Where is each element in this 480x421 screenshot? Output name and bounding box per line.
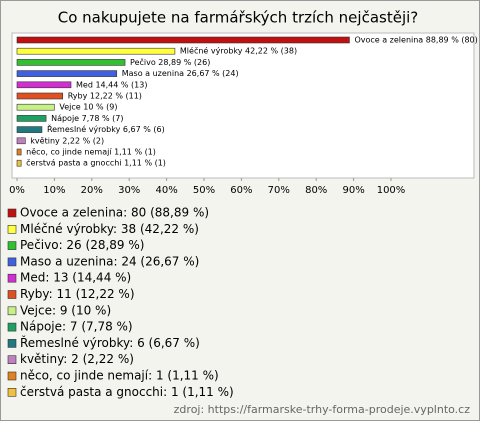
x-tick-label: 10% (43, 185, 65, 196)
x-tick-label: 80% (305, 185, 327, 196)
bar-label: Ovoce a zelenina 88,89 % (80) (354, 36, 477, 45)
bar (16, 81, 72, 89)
bar (16, 148, 22, 156)
legend-swatch (7, 241, 17, 250)
bar (16, 126, 43, 133)
x-tick-label: 60% (230, 185, 252, 196)
legend-swatch (7, 322, 17, 332)
bar-label: Med 14,44 % (13) (76, 80, 147, 89)
legend-label: Maso a uzenina: 24 (26,67 %) (20, 254, 199, 268)
legend-label: něco, co jinde nemají: 1 (1,11 %) (20, 369, 219, 383)
legend-swatch (7, 290, 17, 299)
legend-label: Pečivo: 26 (28,89 %) (20, 238, 144, 252)
bar-label: čerstvá pasta a gnocchi 1,11 % (1) (26, 158, 166, 168)
bar (16, 70, 118, 77)
x-tick-label: 50% (193, 185, 215, 196)
bar (16, 92, 64, 100)
x-tick-label: 40% (155, 185, 177, 196)
legend-label: Ryby: 11 (12,22 %) (20, 287, 135, 301)
legend-label: Nápoje: 7 (7,78 %) (20, 320, 133, 334)
legend-swatch (7, 355, 17, 365)
source: zdroj: https://farmarske-trhy-forma-prod… (174, 403, 471, 416)
legend-label: Med: 13 (14,44 %) (20, 271, 131, 285)
x-tick-label: 20% (81, 185, 103, 196)
x-tick-label: 70% (268, 185, 290, 196)
legend-label: Vejce: 9 (10 %) (20, 303, 111, 317)
bar-label: Maso a uzenina 26,67 % (24) (122, 69, 239, 78)
bar-label: Ryby 12,22 % (11) (68, 92, 142, 101)
bar-label: něco, co jinde nemají 1,11 % (1) (26, 148, 156, 157)
legend-swatch (7, 371, 17, 381)
bar (16, 115, 47, 122)
bar-label: Pečivo 28,89 % (26) (130, 57, 210, 67)
bar-label: Mléčné výrobky 42,22 % (38) (180, 46, 297, 56)
bar (16, 59, 126, 66)
x-tick-label: 30% (118, 185, 140, 196)
legend-swatch (7, 225, 17, 234)
legend-swatch (7, 208, 17, 218)
legend-label: Ovoce a zelenina: 80 (88,89 %) (20, 206, 209, 220)
legend-label: čerstvá pasta a gnocchi: 1 (1,11 %) (20, 385, 234, 399)
x-tick-label: 0% (9, 185, 25, 196)
bar (16, 159, 22, 167)
legend-swatch (7, 339, 17, 348)
legend-label: Řemeslné výrobky: 6 (6,67 %) (20, 335, 200, 350)
bar (16, 103, 55, 111)
legend-swatch (7, 387, 17, 397)
bar (16, 47, 176, 55)
bar-label: květiny 2,22 % (2) (30, 136, 104, 145)
bar-label: Řemeslné výrobky 6,67 % (6) (47, 124, 165, 134)
legend-swatch (7, 306, 17, 316)
x-tick-label: 100% (377, 185, 406, 196)
bar-label: Vejce 10 % (9) (59, 103, 117, 112)
legend-label: květiny: 2 (2,22 %) (20, 352, 134, 366)
chart-title: Co nakupujete na farmářských trzích nejč… (58, 9, 419, 27)
legend-label: Mléčné výrobky: 38 (42,22 %) (20, 222, 199, 236)
x-tick-label: 90% (342, 185, 364, 196)
bar (16, 137, 26, 145)
bar-label: Nápoje 7,78 % (7) (51, 114, 123, 123)
legend-swatch (7, 273, 17, 283)
plot-area (11, 32, 475, 179)
bar (16, 36, 350, 44)
legend-swatch (7, 257, 17, 267)
